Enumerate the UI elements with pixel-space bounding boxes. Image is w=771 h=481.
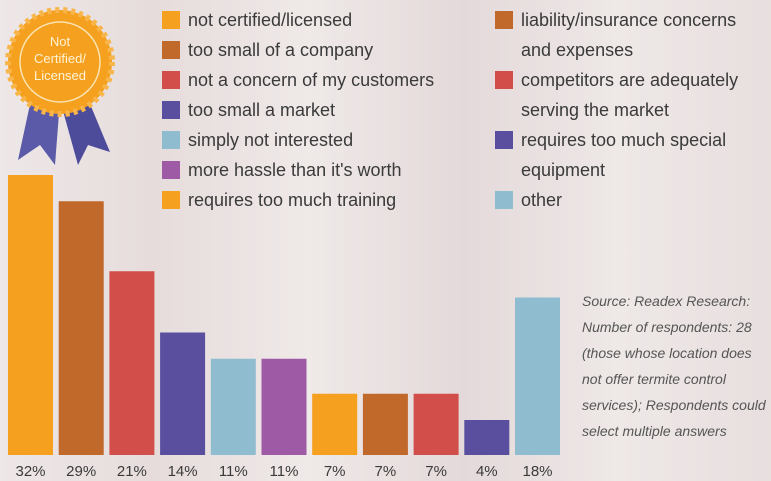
value-label: 4%: [476, 463, 498, 480]
badge: Not Certified/ Licensed: [5, 7, 115, 165]
bar: [362, 393, 408, 455]
legend-item: requires too much training: [162, 185, 482, 215]
legend-item: other: [495, 185, 767, 215]
bar: [8, 175, 53, 455]
legend-swatch: [495, 11, 513, 29]
legend-item: simply not interested: [162, 125, 482, 155]
legend-swatch: [162, 161, 180, 179]
bar: [58, 201, 104, 455]
bar: [413, 393, 459, 455]
legend-swatch: [162, 191, 180, 209]
legend-item: requires too much special equipment: [495, 125, 767, 185]
legend-item: too small of a company: [162, 35, 482, 65]
value-label: 14%: [168, 463, 198, 480]
legend-swatch: [162, 41, 180, 59]
legend-label: simply not interested: [188, 130, 354, 150]
source-note: Source: Readex Research: Number of respo…: [582, 293, 766, 439]
bar: [515, 297, 560, 455]
legend-label: too small of a company: [188, 40, 374, 60]
value-label: 29%: [66, 463, 96, 480]
value-label: 21%: [117, 463, 147, 480]
legend-item: more hassle than it's worth: [162, 155, 482, 185]
bar: [210, 358, 256, 455]
legend-label: competitors are adequately serving the m…: [521, 70, 739, 120]
value-label: 7%: [324, 463, 346, 480]
legend-swatch: [495, 191, 513, 209]
legend-label: requires too much special equipment: [521, 130, 727, 180]
value-label: 7%: [375, 463, 397, 480]
legend-item: not certified/licensed: [162, 5, 482, 35]
legend-label: not certified/licensed: [188, 10, 353, 30]
legend-label: liability/insurance concerns and expense…: [521, 10, 737, 60]
bar: [109, 271, 155, 455]
legend-item: competitors are adequately serving the m…: [495, 65, 767, 125]
legend-item: too small a market: [162, 95, 482, 125]
legend-swatch: [495, 71, 513, 89]
legend-item: not a concern of my customers: [162, 65, 482, 95]
rosette: [5, 7, 115, 117]
legend-swatch: [162, 101, 180, 119]
legend-swatch: [162, 131, 180, 149]
value-label: 32%: [15, 463, 45, 480]
badge-text: Not: [50, 34, 71, 49]
bar: [464, 420, 510, 455]
value-label: 7%: [425, 463, 447, 480]
bar: [160, 332, 206, 455]
legend-label: not a concern of my customers: [188, 70, 435, 90]
bar: [312, 393, 358, 455]
legend-swatch: [162, 11, 180, 29]
legend-label: more hassle than it's worth: [188, 160, 402, 180]
legend-label: requires too much training: [188, 190, 397, 210]
value-label: 11%: [219, 463, 248, 480]
legend-swatch: [162, 71, 180, 89]
legend-label: too small a market: [188, 100, 336, 120]
rosette-ring: [19, 21, 101, 103]
badge-text: Licensed: [34, 68, 86, 83]
bar: [261, 358, 307, 455]
legend-swatch: [495, 131, 513, 149]
value-label: 11%: [270, 463, 299, 480]
legend-item: liability/insurance concerns and expense…: [495, 5, 767, 65]
value-label: 18%: [522, 463, 552, 480]
badge-text: Certified/: [34, 51, 86, 66]
legend-label: other: [521, 190, 563, 210]
